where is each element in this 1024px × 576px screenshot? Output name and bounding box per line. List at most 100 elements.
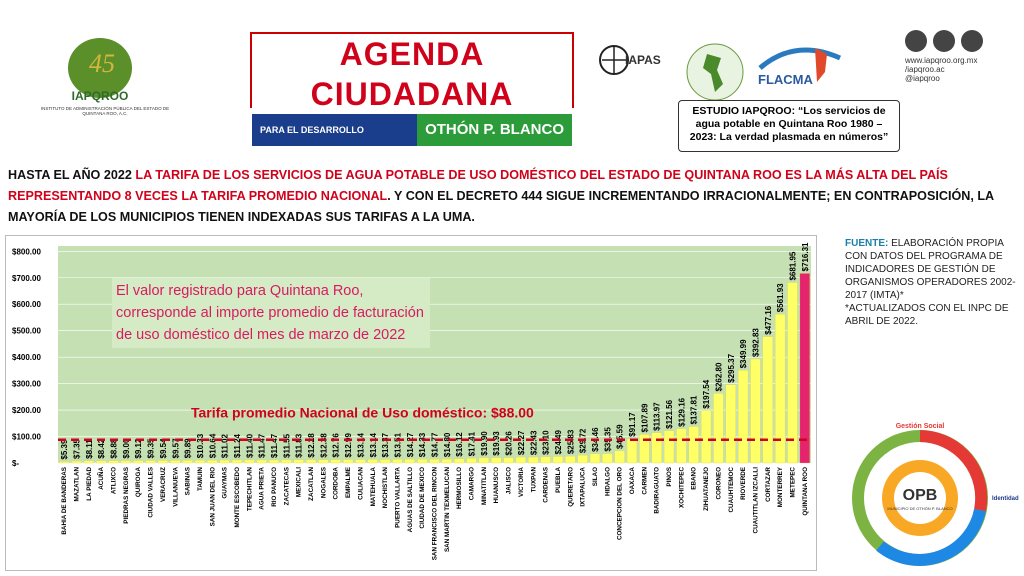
iapas: IAPAS: [625, 53, 661, 67]
x-tick-label: NOGALES: [320, 467, 327, 498]
diagram-right: Identidad: [992, 496, 1019, 502]
x-tick-label: ZACATLAN: [308, 467, 315, 501]
bar: [775, 314, 786, 464]
bar: [725, 384, 736, 464]
flacma-logo: [758, 47, 842, 82]
bar: [83, 460, 94, 464]
x-tick-label: OAXACA: [629, 467, 636, 495]
bar: [602, 453, 613, 464]
value-label: $23.10: [542, 430, 551, 455]
study-box: ESTUDIO IAPQROO: “Los servicios de agua …: [678, 100, 900, 152]
source-text: ELABORACIÓN PROPIA CON DATOS DEL PROGRAM…: [845, 238, 1016, 301]
x-tick-label: SAN FRANCISCO DEL RINCON: [432, 467, 439, 561]
value-label: $9.00: [122, 438, 131, 459]
x-tick-label: TAMUIN: [197, 467, 204, 491]
y-tick-label: $500.00: [12, 327, 41, 336]
value-label: $22.27: [517, 430, 526, 455]
bar: [565, 456, 576, 464]
source-note: *ACTUALIZADOS CON EL INPC DE ABRIL DE 20…: [845, 303, 1009, 327]
web-icon: [905, 30, 927, 52]
x-tick-label: MEXICALI: [296, 467, 303, 497]
bar: [614, 450, 625, 464]
value-label: $14.80: [443, 432, 452, 457]
value-label: $137.81: [690, 395, 699, 424]
value-label: $17.41: [468, 431, 477, 456]
opb-diagram: OPB MUNICIPIO DE OTHÓN P. BLANCO Gestión…: [852, 423, 1019, 566]
bar: [343, 459, 354, 464]
social-icons: [905, 30, 983, 52]
bar: [626, 438, 638, 464]
bar: [429, 458, 440, 464]
value-label: $392.83: [751, 328, 760, 357]
value-label: $197.54: [702, 379, 711, 408]
value-label: $129.16: [677, 397, 686, 426]
value-label: $9.57: [171, 438, 180, 459]
value-label: $262.80: [714, 362, 723, 391]
bar: [182, 460, 193, 464]
value-label: $8.88: [110, 438, 119, 459]
diagram-top: Gestión Social: [896, 423, 945, 430]
value-label: $14.33: [418, 432, 427, 457]
headline-rest: . Y CON EL DECRETO 444 SIGUE INCREMENTAN…: [8, 189, 994, 224]
bar: [293, 459, 304, 464]
bar: [219, 459, 230, 464]
bar: [281, 459, 292, 464]
bar: [454, 458, 465, 464]
bar: [120, 460, 131, 464]
social-text: www.iapqroo.org.mx /iapqroo.ac @iapqroo: [905, 56, 977, 83]
x-tick-label: XOCHITEPEC: [678, 467, 685, 508]
agenda-bar: PARA EL DESARROLLO SUSTENTABLE DE OTHÓN …: [252, 114, 572, 167]
y-tick-label: $200.00: [12, 406, 41, 415]
bar: [194, 460, 206, 464]
value-label: $9.89: [184, 438, 193, 459]
x-tick-label: EBANO: [691, 467, 698, 490]
annotation: El valor registrado para Quintana Roo, c…: [112, 278, 430, 348]
value-label: $25.83: [566, 429, 575, 454]
value-label: $477.16: [764, 305, 773, 334]
bar: [466, 458, 477, 464]
facebook: /iapqroo.ac: [905, 65, 945, 74]
headline: HASTA EL AÑO 2022 LA TARIFA DE LOS SERVI…: [8, 165, 1018, 228]
x-tick-label: ZIHUATANEJO: [703, 467, 710, 511]
x-tick-label: QUINTANA ROO: [802, 467, 809, 516]
value-label: $681.95: [788, 251, 797, 280]
core-inner: [894, 472, 946, 524]
value-label: $349.99: [739, 339, 748, 368]
value-label: $107.89: [640, 403, 649, 432]
map-logo: [686, 43, 744, 101]
x-tick-label: SAN JUAN DEL RIO: [209, 467, 216, 526]
y-tick-label: $400.00: [12, 353, 41, 362]
value-label: $11.55: [282, 433, 291, 458]
x-tick-label: RIOVERDE: [740, 467, 747, 500]
value-label: $9.35: [147, 438, 156, 459]
value-label: $22.43: [529, 430, 538, 455]
x-tick-label: ZACATECAS: [283, 467, 290, 505]
value-label: $10.64: [208, 433, 217, 458]
x-tick-label: RIO PANUCO: [271, 467, 278, 507]
value-label: $12.38: [319, 433, 328, 458]
bar: [268, 459, 280, 464]
value-label: $16.12: [455, 432, 464, 457]
x-icon: [961, 30, 983, 52]
bar: [392, 459, 403, 464]
x-tick-label: CARDENAS: [543, 467, 550, 503]
agenda-box: AGENDA CIUDADANA PARA EL DESARROLLO SUST…: [250, 32, 574, 167]
value-label: $11.47: [258, 433, 267, 458]
value-label: $295.37: [727, 353, 736, 382]
x-tick-label: MINATITLAN: [481, 467, 488, 505]
bar: [318, 459, 329, 464]
diagram-center: OPB: [903, 487, 938, 504]
y-tick-label: $800.00: [12, 247, 41, 256]
logo-leaf: [68, 38, 132, 98]
x-tick-label: BADIRAGUATO: [654, 467, 661, 514]
value-label: $12.28: [307, 433, 316, 458]
bar: [503, 457, 514, 464]
value-label: $20.26: [505, 431, 514, 456]
x-tick-label: PUERTO VALLARTA: [394, 467, 401, 528]
bar: [478, 457, 489, 464]
value-label: $716.31: [801, 242, 810, 271]
x-tick-label: ACUÑA: [96, 467, 105, 490]
value-label: $13.14: [369, 433, 378, 458]
x-tick-label: PIEDRAS NEGRAS: [123, 467, 130, 524]
